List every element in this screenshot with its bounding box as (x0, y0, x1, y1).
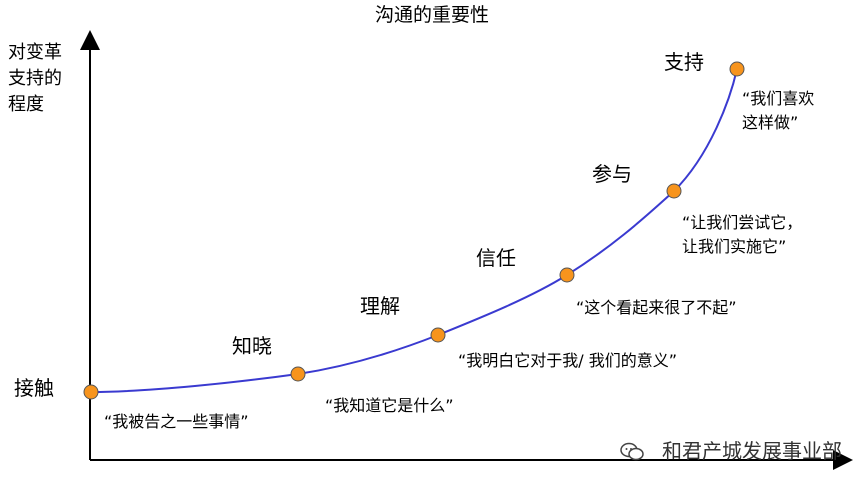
wechat-icon (620, 442, 644, 461)
stage-point-4 (559, 267, 575, 283)
stage-quote-understanding: “我明白它对于我/ 我们的意义” (458, 351, 678, 370)
stage-quote-awareness: “我知道它是什么” (325, 396, 454, 415)
stage-point-1 (83, 384, 99, 400)
stage-point-2 (290, 366, 306, 382)
stage-quote-support: “我们喜欢 这样做” (742, 89, 815, 132)
watermark-text: 和君产城发展事业部 (662, 439, 842, 463)
y-axis-label: 对变革 支持的 程度 (8, 42, 62, 115)
support-curve (90, 68, 738, 393)
stage-label-trust: 信任 (476, 246, 516, 270)
stage-point-6 (729, 61, 745, 77)
stage-label-participation: 参与 (592, 162, 632, 186)
stage-quote-trust: “这个看起来很了不起” (576, 298, 737, 317)
stage-label-support: 支持 (664, 50, 704, 74)
stage-label-awareness: 知晓 (232, 334, 272, 358)
diagram-title: 沟通的重要性 (374, 4, 489, 26)
stage-quote-participation: “让我们尝试它， 让我们实施它” (682, 213, 803, 256)
stage-point-5 (666, 183, 682, 199)
stage-point-3 (430, 327, 446, 343)
stage-quote-contact: “我被告之一些事情” (104, 412, 249, 431)
stage-label-contact: 接触 (14, 376, 54, 400)
stage-label-understanding: 理解 (360, 294, 400, 318)
